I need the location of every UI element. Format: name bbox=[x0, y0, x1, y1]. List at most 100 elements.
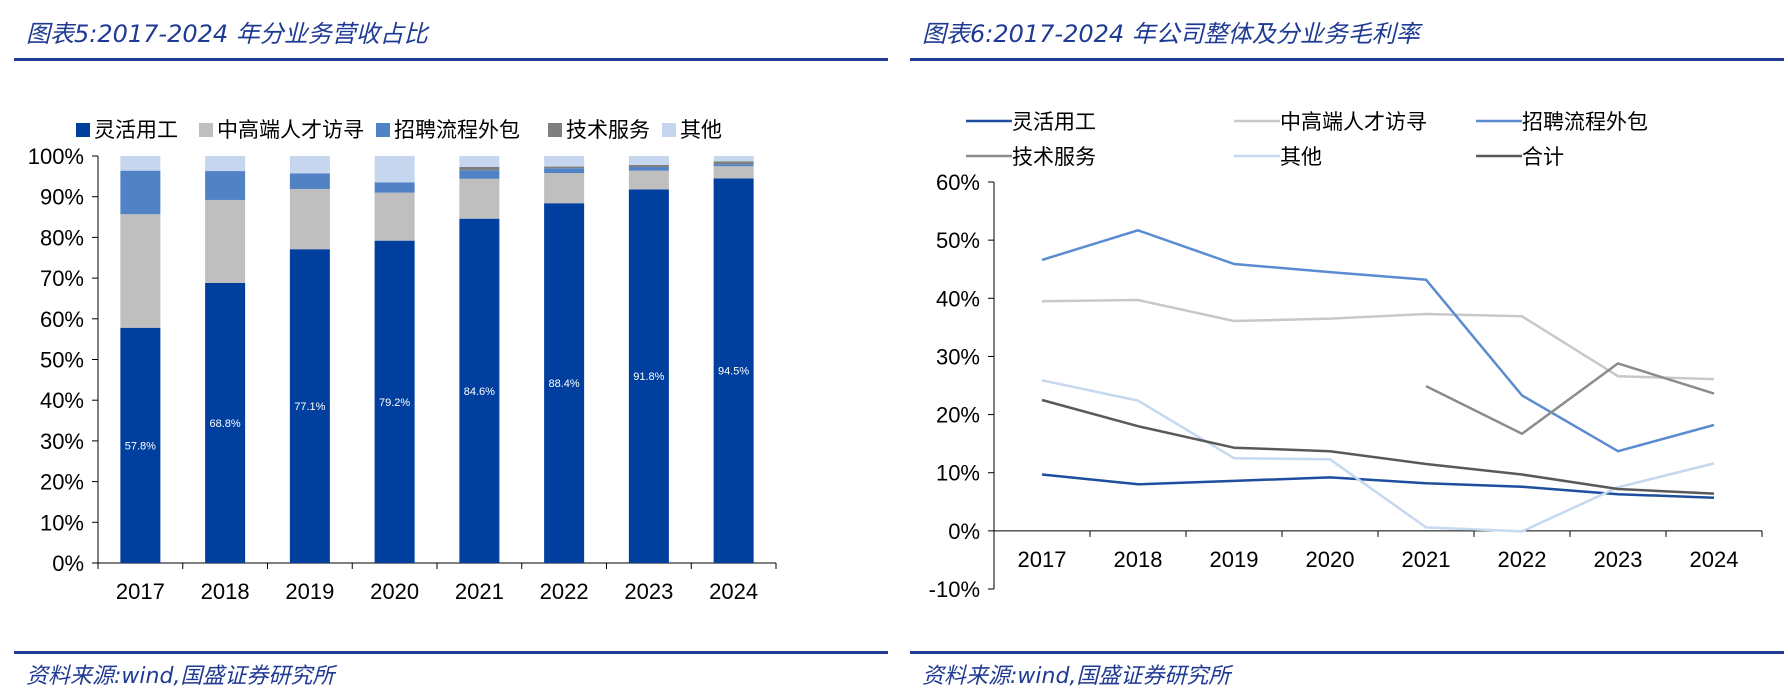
y-tick-label: 40% bbox=[40, 388, 84, 413]
bar-segment bbox=[120, 156, 161, 171]
bar-segment bbox=[205, 156, 246, 172]
legend-label: 合计 bbox=[1522, 145, 1564, 169]
bar-segment bbox=[544, 173, 585, 204]
x-tick-label: 2017 bbox=[116, 579, 165, 604]
x-tick-label: 2019 bbox=[1210, 547, 1259, 572]
bar-segment bbox=[628, 170, 669, 190]
bar-segment bbox=[628, 166, 669, 171]
y-tick-label: 80% bbox=[40, 225, 84, 250]
y-tick-label: 100% bbox=[28, 144, 84, 169]
x-tick-label: 2021 bbox=[455, 579, 504, 604]
legend-label: 其他 bbox=[1280, 145, 1322, 169]
y-tick-label: 10% bbox=[936, 461, 980, 486]
y-tick-label: 20% bbox=[40, 470, 84, 495]
bar-segment bbox=[713, 164, 754, 167]
y-tick-label: 50% bbox=[936, 228, 980, 253]
bar-segment bbox=[713, 161, 754, 165]
y-tick-label: 0% bbox=[52, 551, 84, 576]
bar-segment bbox=[459, 218, 500, 564]
x-tick-label: 2018 bbox=[1114, 547, 1163, 572]
bar-segment bbox=[628, 156, 669, 165]
right-title-rule bbox=[910, 58, 1784, 61]
bar-segment bbox=[120, 327, 161, 563]
legend-swatch bbox=[199, 123, 213, 137]
bar-segment bbox=[289, 173, 330, 189]
legend-label: 中高端人才访寻 bbox=[1280, 110, 1427, 134]
x-tick-label: 2024 bbox=[1690, 547, 1739, 572]
bar-data-label: 91.8% bbox=[633, 371, 664, 383]
legend-swatch bbox=[76, 123, 90, 137]
bar-segment bbox=[459, 156, 500, 167]
bar-segment bbox=[205, 199, 246, 283]
y-tick-label: 30% bbox=[40, 429, 84, 454]
left-chart-panel: 图表5:2017-2024 年分业务营收占比 0% 10% 20% 30% 40% 50%… bbox=[14, 0, 888, 692]
bar-segment bbox=[628, 189, 669, 563]
bar-segment bbox=[713, 178, 754, 563]
bar-segment bbox=[544, 203, 585, 563]
x-tick-label: 2020 bbox=[370, 579, 419, 604]
legend-swatch bbox=[376, 123, 390, 137]
legend-swatch bbox=[548, 123, 562, 137]
right-chart-panel: 图表6:2017-2024 年公司整体及分业务毛利率 -10% 0% 10% 20% 3… bbox=[910, 0, 1784, 692]
bar-segment bbox=[205, 282, 246, 563]
legend-label: 技术服务 bbox=[566, 118, 650, 142]
right-chart-title: 图表6:2017-2024 年公司整体及分业务毛利率 bbox=[922, 20, 1420, 48]
bar-data-label: 94.5% bbox=[718, 366, 749, 378]
series-line bbox=[1041, 473, 1715, 499]
left-chart-source: 资料来源:wind,国盛证券研究所 bbox=[26, 664, 335, 689]
y-tick-label: 60% bbox=[40, 307, 84, 332]
left-title-rule bbox=[14, 58, 888, 61]
bar-data-label: 84.6% bbox=[464, 386, 495, 398]
bar-segment bbox=[289, 188, 330, 250]
bar-data-label: 79.2% bbox=[379, 397, 410, 409]
series-line bbox=[1041, 229, 1715, 453]
legend-label: 中高端人才访寻 bbox=[217, 118, 364, 142]
legend-swatch bbox=[662, 123, 676, 137]
y-tick-label: 10% bbox=[40, 510, 84, 535]
bar-segment bbox=[459, 170, 500, 179]
legend-label: 招聘流程外包 bbox=[394, 118, 520, 142]
bar-segment bbox=[459, 178, 500, 219]
bar-segment bbox=[544, 166, 585, 169]
bar-segment bbox=[544, 156, 585, 167]
bar-segment bbox=[205, 171, 246, 200]
bar-segment bbox=[289, 156, 330, 174]
x-tick-label: 2024 bbox=[709, 579, 758, 604]
series-line bbox=[1041, 379, 1715, 533]
series-line bbox=[1041, 398, 1715, 495]
legend-label: 其他 bbox=[680, 118, 722, 142]
legend-label: 招聘流程外包 bbox=[1522, 110, 1648, 134]
bar-segment bbox=[459, 166, 500, 171]
legend-label: 技术服务 bbox=[1012, 145, 1096, 169]
y-tick-label: 0% bbox=[948, 519, 980, 544]
bar-segment bbox=[374, 192, 415, 241]
y-tick-label: 30% bbox=[936, 344, 980, 369]
stacked-bar-chart: 0% 10% 20% 30% 40% 50% 60% 70% 80% 90% 100% 57.8% 20… bbox=[28, 118, 777, 604]
y-tick-label: 20% bbox=[936, 403, 980, 428]
x-tick-label: 2018 bbox=[201, 579, 250, 604]
y-tick-label: 60% bbox=[936, 170, 980, 195]
bar-segment bbox=[374, 156, 415, 183]
legend-label: 灵活用工 bbox=[1012, 110, 1096, 134]
x-tick-label: 2022 bbox=[540, 579, 589, 604]
x-tick-label: 2023 bbox=[1594, 547, 1643, 572]
x-tick-label: 2019 bbox=[285, 579, 334, 604]
bar-segment bbox=[713, 156, 754, 162]
bar-segment bbox=[628, 164, 669, 167]
bar-segment bbox=[374, 182, 415, 193]
x-tick-label: 2022 bbox=[1498, 547, 1547, 572]
legend-label: 灵活用工 bbox=[94, 118, 178, 142]
x-tick-label: 2020 bbox=[1306, 547, 1355, 572]
bar-segment bbox=[374, 240, 415, 563]
x-tick-label: 2017 bbox=[1018, 547, 1067, 572]
bar-segment bbox=[120, 170, 161, 215]
right-chart-source: 资料来源:wind,国盛证券研究所 bbox=[922, 664, 1231, 689]
y-tick-label: -10% bbox=[929, 577, 980, 602]
y-tick-label: 40% bbox=[936, 286, 980, 311]
y-tick-label: 70% bbox=[40, 266, 84, 291]
series-line bbox=[1041, 298, 1715, 381]
x-tick-label: 2021 bbox=[1402, 547, 1451, 572]
line-chart: -10% 0% 10% 20% 30% 40% 50% 60% 2017 2018 2019 2020… bbox=[929, 110, 1763, 602]
left-source-rule bbox=[14, 651, 888, 654]
bar-data-label: 88.4% bbox=[549, 378, 580, 390]
